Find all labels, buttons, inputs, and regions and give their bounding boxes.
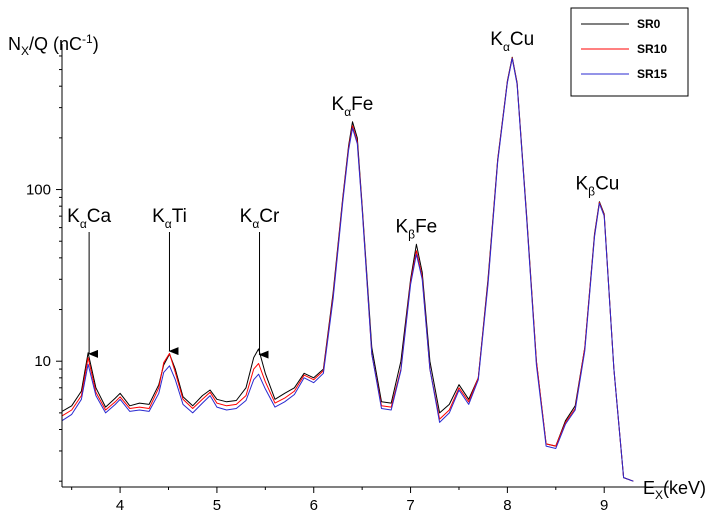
peak-annotations: KαCa KαTi KαCr KαFe KβFe KαCu KβCu bbox=[67, 29, 619, 359]
peak-label-kca: KαCa bbox=[67, 206, 111, 231]
x-tick-label: 7 bbox=[406, 497, 414, 514]
x-tick-label: 4 bbox=[116, 497, 124, 514]
y-tick-label: 10 bbox=[34, 353, 51, 370]
x-tick-label: 6 bbox=[310, 497, 318, 514]
y-tick-label: 100 bbox=[26, 182, 51, 199]
series-layer bbox=[61, 56, 634, 482]
peak-label-kcu: KαCu bbox=[490, 29, 534, 54]
x-tick-label: 5 bbox=[213, 497, 221, 514]
legend-label-sr0: SR0 bbox=[637, 17, 661, 31]
legend-label-sr15: SR15 bbox=[637, 67, 667, 81]
legend-box bbox=[570, 7, 689, 97]
peak-label-kcr: KαCr bbox=[240, 206, 280, 231]
x-axis-title: EX(keV) bbox=[643, 478, 706, 502]
peak-label-kfe: KβFe bbox=[395, 216, 437, 241]
series-line-sr15 bbox=[61, 58, 634, 482]
peak-label-kfe: KαFe bbox=[332, 94, 374, 119]
series-line-sr10 bbox=[61, 57, 634, 482]
legend: SR0 SR10 SR15 bbox=[570, 7, 689, 97]
y-axis-title: NX/Q (nC-1) bbox=[8, 32, 99, 58]
axes: 4 5 6 7 8 9 10 100 NX/Q (nC-1) EX(keV) bbox=[8, 32, 706, 514]
peak-label-kti: KαTi bbox=[152, 206, 187, 231]
legend-label-sr10: SR10 bbox=[637, 42, 667, 56]
x-tick-label: 8 bbox=[503, 497, 511, 514]
series-line-sr0 bbox=[61, 56, 634, 482]
x-tick-label: 9 bbox=[600, 497, 608, 514]
peak-label-kcu: KβCu bbox=[575, 174, 619, 199]
